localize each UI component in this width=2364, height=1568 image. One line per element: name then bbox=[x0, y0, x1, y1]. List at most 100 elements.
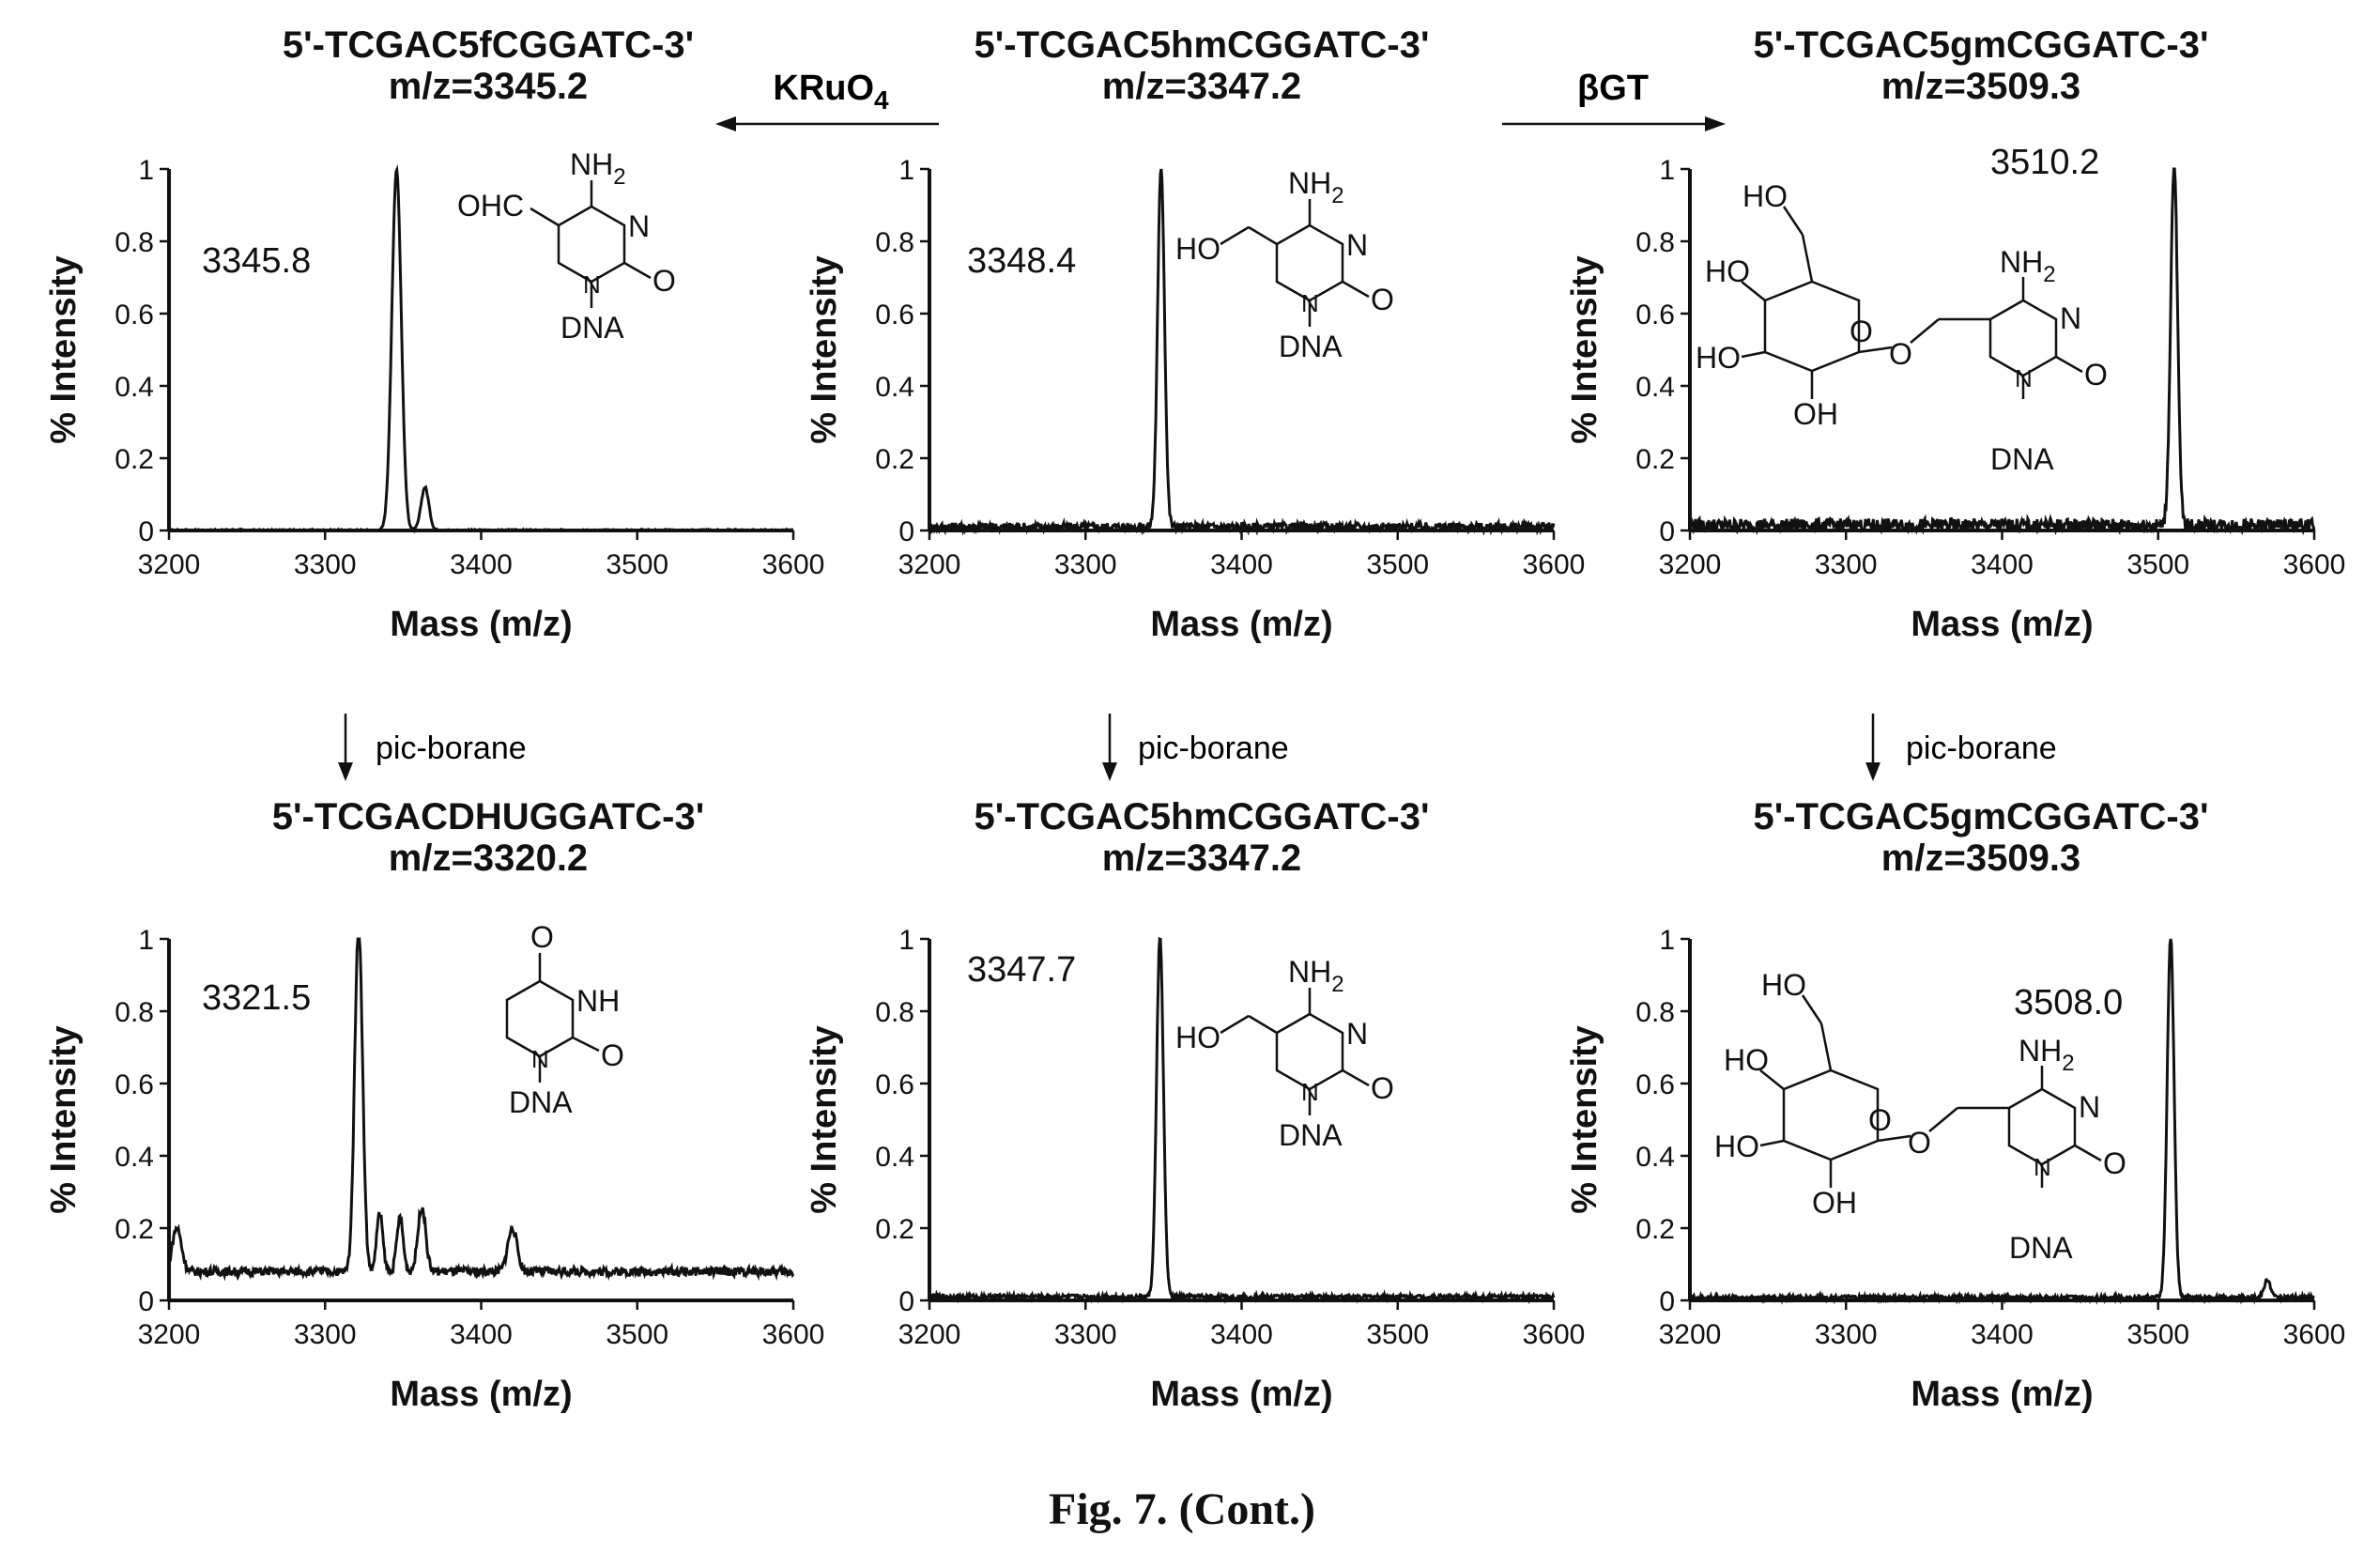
y-axis-label: % Intensity bbox=[44, 1025, 84, 1214]
spectrum-line bbox=[1688, 167, 2316, 536]
x-axis-label: Mass (m/z) bbox=[390, 605, 572, 644]
sequence-label: 5'-TCGAC5hmCGGATC-3' bbox=[974, 24, 1430, 66]
y-tick-label: 0.4 bbox=[1635, 372, 1675, 403]
sequence-label: 5'-TCGACDHUGGATC-3' bbox=[271, 796, 705, 838]
y-tick-label: 1 bbox=[138, 155, 154, 186]
y-tick-label: 0.2 bbox=[875, 1214, 914, 1245]
x-tick-label: 3400 bbox=[450, 1319, 513, 1350]
x-tick-label: 3500 bbox=[606, 549, 668, 580]
peak-mass-label: 3345.8 bbox=[202, 241, 311, 281]
y-axis-label: % Intensity bbox=[805, 255, 844, 444]
y-tick-label: 0 bbox=[1659, 516, 1675, 547]
x-tick-label: 3500 bbox=[606, 1319, 668, 1350]
y-tick-label: 0.6 bbox=[115, 1069, 154, 1100]
y-tick-label: 0.2 bbox=[1635, 444, 1675, 475]
panel-title-1: 5'-TCGAC5fCGGATC-3' m/z=3345.2 bbox=[225, 24, 751, 107]
x-tick-label: 3600 bbox=[1523, 1319, 1586, 1350]
x-tick-label: 3300 bbox=[1815, 1319, 1878, 1350]
x-axis-label: Mass (m/z) bbox=[390, 1375, 572, 1414]
peak-mass-label: 3347.7 bbox=[967, 950, 1076, 990]
panel-title-3: 5'-TCGAC5gmCGGATC-3' m/z=3509.3 bbox=[1690, 24, 2272, 107]
peak-mass-label: 3510.2 bbox=[1990, 143, 2099, 182]
mz-label: m/z=3347.2 bbox=[1101, 66, 1302, 107]
x-tick-label: 3200 bbox=[898, 549, 961, 580]
y-tick-label: 0.4 bbox=[875, 1142, 914, 1173]
peak-mass-label: 3321.5 bbox=[202, 978, 311, 1018]
y-tick-label: 0.8 bbox=[1635, 227, 1675, 258]
x-tick-label: 3300 bbox=[1815, 549, 1878, 580]
y-axis-label: % Intensity bbox=[805, 1025, 844, 1214]
y-tick-label: 0 bbox=[138, 1286, 154, 1317]
x-tick-label: 3600 bbox=[762, 1319, 825, 1350]
x-tick-label: 3300 bbox=[294, 549, 357, 580]
y-axis-label: % Intensity bbox=[44, 255, 84, 444]
y-tick-label: 0.8 bbox=[115, 227, 154, 258]
peak-mass-label: 3348.4 bbox=[967, 241, 1076, 281]
y-tick-label: 0.8 bbox=[1635, 997, 1675, 1028]
sequence-label: 5'-TCGAC5hmCGGATC-3' bbox=[974, 796, 1430, 838]
x-tick-label: 3200 bbox=[1659, 1319, 1722, 1350]
y-axis-label: % Intensity bbox=[1565, 1025, 1604, 1214]
x-tick-label: 3200 bbox=[1659, 549, 1722, 580]
spectrum-panel-1: 0 0.2 0.4 0.6 0.8 1 3200 3300 3400 3500 3600 Mass (… bbox=[44, 155, 824, 644]
y-tick-label: 0.2 bbox=[115, 444, 154, 475]
x-tick-label: 3200 bbox=[898, 1319, 961, 1350]
x-tick-label: 3300 bbox=[1054, 549, 1117, 580]
x-axis-label: Mass (m/z) bbox=[1911, 1375, 2093, 1414]
y-tick-label: 0.2 bbox=[115, 1214, 154, 1245]
y-axis-label: % Intensity bbox=[1565, 255, 1604, 444]
spectrum-panel-3: 0 0.2 0.4 0.6 0.8 1 3200 3300 3400 3500 3600 Mass (… bbox=[1565, 143, 2345, 644]
spectrum-line bbox=[168, 164, 794, 534]
x-tick-label: 3300 bbox=[294, 1319, 357, 1350]
x-tick-label: 3300 bbox=[1054, 1319, 1117, 1350]
y-tick-label: 0.6 bbox=[1635, 300, 1675, 331]
y-tick-label: 0.2 bbox=[875, 444, 914, 475]
spectrum-panel-6: 0 0.2 0.4 0.6 0.8 1 3200 3300 3400 3500 3600 Mass (… bbox=[1565, 925, 2345, 1414]
mz-label: m/z=3509.3 bbox=[1880, 66, 2081, 107]
mz-label: m/z=3347.2 bbox=[1101, 838, 1302, 879]
sequence-label: 5'-TCGAC5gmCGGATC-3' bbox=[1753, 796, 2209, 838]
x-tick-label: 3500 bbox=[2126, 549, 2189, 580]
x-tick-label: 3400 bbox=[1210, 549, 1273, 580]
y-tick-label: 0.4 bbox=[875, 372, 914, 403]
x-tick-label: 3600 bbox=[2283, 549, 2346, 580]
y-tick-label: 0.4 bbox=[115, 1142, 154, 1173]
x-tick-label: 3400 bbox=[1210, 1319, 1273, 1350]
x-tick-label: 3500 bbox=[1366, 549, 1429, 580]
y-tick-label: 0.6 bbox=[875, 300, 914, 331]
x-tick-label: 3600 bbox=[762, 549, 825, 580]
sequence-label: 5'-TCGAC5fCGGATC-3' bbox=[282, 24, 695, 66]
figure-caption: Fig. 7. (Cont.) bbox=[1049, 1484, 1315, 1534]
x-axis-label: Mass (m/z) bbox=[1150, 1375, 1332, 1414]
spectrum-panel-2: 0 0.2 0.4 0.6 0.8 1 3200 3300 3400 3500 3600 Mass (… bbox=[805, 155, 1585, 644]
y-tick-label: 1 bbox=[898, 155, 914, 186]
x-tick-label: 3500 bbox=[1366, 1319, 1429, 1350]
x-tick-label: 3400 bbox=[450, 549, 513, 580]
spectrum-line bbox=[928, 936, 1556, 1305]
x-tick-label: 3600 bbox=[1523, 549, 1586, 580]
y-tick-label: 0.2 bbox=[1635, 1214, 1675, 1245]
mz-label: m/z=3345.2 bbox=[388, 66, 589, 107]
x-tick-label: 3200 bbox=[138, 549, 201, 580]
y-tick-label: 0 bbox=[898, 1286, 914, 1317]
sequence-label: 5'-TCGAC5gmCGGATC-3' bbox=[1753, 24, 2209, 66]
mz-label: m/z=3509.3 bbox=[1880, 838, 2081, 879]
mz-label: m/z=3320.2 bbox=[388, 838, 589, 879]
panel-title-6: 5'-TCGAC5gmCGGATC-3' m/z=3509.3 bbox=[1690, 796, 2272, 879]
y-tick-label: 1 bbox=[1659, 925, 1675, 956]
x-axis-label: Mass (m/z) bbox=[1911, 605, 2093, 644]
panel-title-5: 5'-TCGAC5hmCGGATC-3' m/z=3347.2 bbox=[939, 796, 1465, 879]
y-tick-label: 0.8 bbox=[875, 997, 914, 1028]
y-tick-label: 0.4 bbox=[1635, 1142, 1675, 1173]
y-tick-label: 0.6 bbox=[875, 1069, 914, 1100]
x-tick-label: 3400 bbox=[1971, 549, 2034, 580]
spectrum-panel-5: 0 0.2 0.4 0.6 0.8 1 3200 3300 3400 3500 3600 Mass (… bbox=[805, 925, 1585, 1414]
x-tick-label: 3400 bbox=[1971, 1319, 2034, 1350]
spectrum-line bbox=[1688, 938, 2315, 1305]
y-tick-label: 0 bbox=[898, 516, 914, 547]
panel-title-4: 5'-TCGACDHUGGATC-3' m/z=3320.2 bbox=[225, 796, 751, 879]
spectrum-panel-4: 0 0.2 0.4 0.6 0.8 1 3200 3300 3400 3500 3600 Mass (… bbox=[44, 925, 824, 1414]
x-axis-label: Mass (m/z) bbox=[1150, 605, 1332, 644]
y-tick-label: 0 bbox=[1659, 1286, 1675, 1317]
